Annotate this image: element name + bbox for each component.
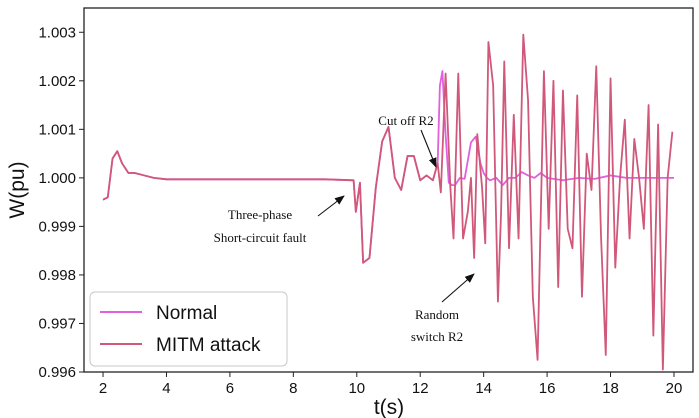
x-tick-label: 4 [162, 380, 170, 397]
annotations: Three-phase Short-circuit fault Cut off … [214, 113, 475, 344]
x-tick-label: 8 [289, 380, 297, 397]
y-tick-label: 0.996 [38, 364, 76, 381]
x-tick-label: 6 [226, 380, 234, 397]
x-axis-title: t(s) [374, 396, 404, 418]
series-layer [102, 33, 674, 371]
y-tick-label: 1.003 [38, 24, 76, 41]
y-tick-label: 1.001 [38, 121, 76, 138]
x-tick-label: 12 [412, 380, 429, 397]
legend-box [89, 291, 288, 367]
y-tick-label: 0.998 [38, 267, 76, 284]
plot-frame [83, 7, 694, 373]
annotation-fault-line1: Three-phase [228, 207, 292, 222]
y-axis-ticks: 0.996 0.997 0.998 0.999 1.000 1.001 1.002 1.003 [38, 24, 84, 381]
y-tick-label: 0.999 [38, 218, 76, 235]
annotation-cutoff: Cut off R2 [378, 113, 433, 128]
series-line-mitm-attack [102, 33, 674, 371]
x-tick-label: 10 [348, 380, 365, 397]
x-tick-label: 16 [539, 380, 556, 397]
annotation-fault-line2: Short-circuit fault [214, 230, 307, 245]
x-tick-label: 20 [666, 380, 683, 397]
annotation-random-line2: switch R2 [411, 329, 463, 344]
annotation-cutoff-arrow [420, 129, 437, 168]
x-tick-label: 2 [99, 380, 107, 397]
x-tick-label: 14 [475, 380, 492, 397]
y-tick-label: 1.002 [38, 73, 76, 90]
x-tick-label: 18 [602, 380, 619, 397]
legend-label-mitm: MITM attack [156, 335, 261, 356]
annotation-random-arrow [441, 273, 475, 303]
legend: Normal MITM attack [89, 291, 288, 367]
y-axis-title: W(pu) [6, 161, 29, 218]
y-tick-label: 1.000 [38, 170, 76, 187]
y-tick-label: 0.997 [38, 315, 76, 332]
legend-label-normal: Normal [156, 303, 217, 324]
annotation-fault-arrow [317, 195, 345, 217]
annotation-random-line1: Random [415, 307, 459, 322]
x-axis-ticks: 2 4 6 8 10 12 14 16 18 20 [99, 372, 682, 397]
